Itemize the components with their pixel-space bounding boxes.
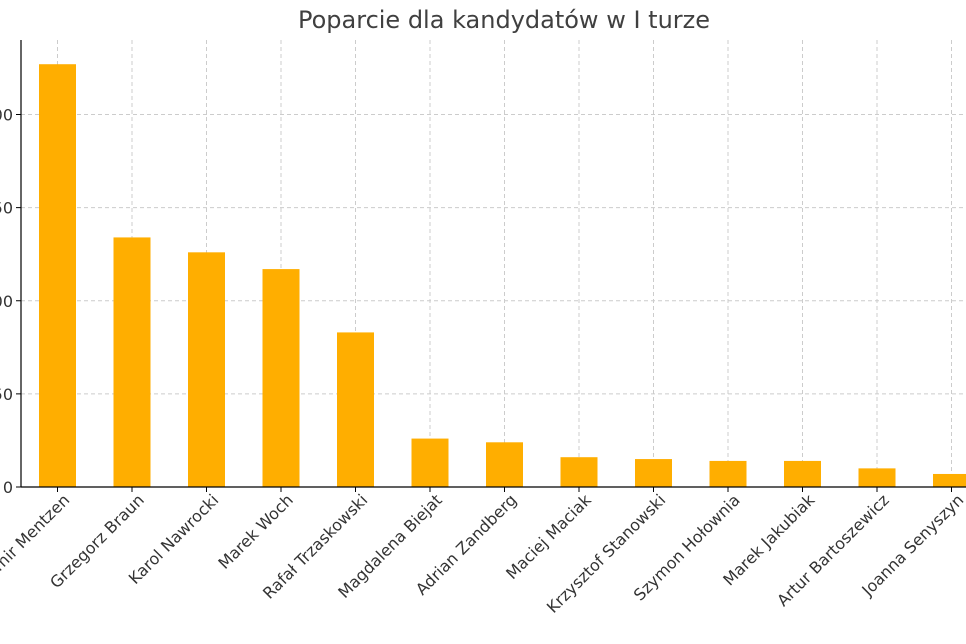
bar	[635, 459, 672, 487]
x-tick-label: Marek Woch	[214, 490, 296, 572]
bar	[784, 460, 821, 487]
grid-lines	[21, 40, 966, 487]
chart-title: Poparcie dla kandydatów w I turze	[297, 6, 711, 34]
bar	[39, 64, 76, 488]
y-tick-label: 50	[0, 385, 13, 404]
bar	[933, 473, 966, 487]
bar	[262, 269, 300, 487]
axes	[16, 40, 966, 492]
bar	[411, 438, 449, 487]
bar	[709, 460, 747, 487]
y-tick-label: 100	[0, 292, 13, 311]
bar	[486, 442, 523, 487]
bar	[560, 457, 598, 487]
bars	[39, 64, 966, 488]
x-tick-label: Sławomir Mentzen	[0, 490, 73, 608]
y-tick-label: 150	[0, 199, 13, 218]
bar	[113, 237, 151, 487]
bar	[188, 252, 225, 487]
y-tick-label: 0	[3, 478, 13, 497]
bar	[858, 468, 896, 487]
bar	[337, 332, 374, 487]
y-tick-label: 200	[0, 106, 13, 125]
